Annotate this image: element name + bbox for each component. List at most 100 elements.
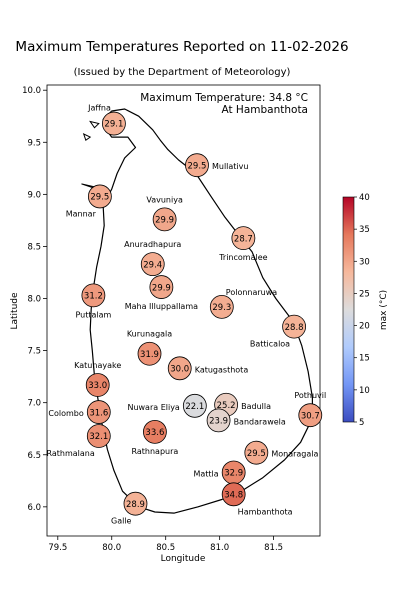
station-name: Hambanthota bbox=[238, 507, 293, 516]
y-tick-label: 7.0 bbox=[27, 399, 41, 409]
station-circle bbox=[85, 373, 110, 397]
colorbar-tick-label: 30 bbox=[359, 257, 370, 267]
station-name: Katugasthota bbox=[195, 365, 249, 374]
station-marker: 29.1 Jaffna bbox=[87, 104, 126, 136]
colorbar-tick-label: 15 bbox=[359, 354, 370, 364]
station-name: Polonnaruwa bbox=[226, 288, 277, 297]
x-tick-label: 79.5 bbox=[48, 543, 67, 553]
station-name: Maha Illuppallama bbox=[125, 302, 198, 311]
station-name: Badulla bbox=[241, 402, 271, 411]
y-tick-label: 8.5 bbox=[27, 242, 41, 252]
station-marker: 29.5 Mannar bbox=[66, 184, 112, 218]
station-circle bbox=[167, 356, 192, 381]
station-marker: 33.0 Katunayake bbox=[74, 361, 121, 397]
station-value: 25.2 bbox=[217, 401, 236, 411]
station-marker: 29.5 Monaragala bbox=[244, 440, 319, 465]
colorbar-tick-label: 5 bbox=[359, 418, 364, 428]
station-marker: 30.7 Pothuvil bbox=[294, 391, 326, 428]
axes-frame bbox=[46, 84, 321, 537]
station-circle bbox=[102, 111, 126, 136]
station-value: 34.8 bbox=[224, 491, 243, 501]
station-marker: 31.2 Puttalam bbox=[75, 283, 112, 319]
station-circle bbox=[143, 419, 167, 444]
station-name: Rathmalana bbox=[46, 449, 94, 458]
x-axis: 79.5 80.0 80.5 81.0 81.5 bbox=[48, 536, 283, 553]
station-value: 32.1 bbox=[89, 432, 108, 442]
station-circle bbox=[206, 408, 231, 433]
station-name: Bandarawela bbox=[234, 417, 286, 426]
colorbar-ticks: 5 10 15 20 25 30 35 40 bbox=[354, 193, 370, 428]
station-name: Katunayake bbox=[74, 361, 121, 370]
station-marker: 30.0 Katugasthota bbox=[167, 356, 249, 381]
station-circle bbox=[244, 440, 269, 465]
station-value: 28.8 bbox=[285, 323, 304, 333]
station-marker: 29.9 Maha Illuppallama bbox=[125, 275, 198, 311]
island-outline bbox=[82, 133, 92, 141]
station-circle bbox=[81, 283, 106, 308]
station-name: Monaragala bbox=[271, 450, 318, 459]
station-value: 32.9 bbox=[224, 469, 243, 479]
station-marker: 23.9 Bandarawela bbox=[206, 408, 286, 433]
station-name: Mannar bbox=[66, 209, 97, 218]
station-value: 28.7 bbox=[234, 234, 253, 244]
station-value: 30.7 bbox=[301, 411, 320, 421]
station-circle bbox=[87, 184, 112, 209]
station-name: Batticaloa bbox=[250, 340, 290, 349]
station-marker: 29.9 Vavuniya bbox=[146, 195, 183, 232]
station-name: Pothuvil bbox=[294, 391, 326, 400]
y-tick-label: 9.5 bbox=[27, 138, 41, 148]
figure-subtitle: (Issued by the Department of Meteorology… bbox=[74, 67, 291, 78]
station-circle bbox=[149, 275, 174, 299]
station-name: Vavuniya bbox=[146, 195, 183, 204]
station-marker: 32.1 Rathmalana bbox=[46, 424, 111, 458]
station-marker: 29.5 Mullativu bbox=[185, 153, 248, 178]
station-name: Mullativu bbox=[212, 162, 248, 171]
y-tick-label: 10.0 bbox=[22, 86, 41, 96]
station-circle bbox=[282, 314, 307, 339]
station-name: Rathnapura bbox=[131, 447, 178, 456]
colorbar-tick-label: 35 bbox=[359, 225, 370, 235]
y-tick-label: 7.5 bbox=[27, 347, 41, 357]
station-value: 33.6 bbox=[145, 428, 164, 438]
station-circle bbox=[123, 491, 148, 516]
station-marker: 33.6 Rathnapura bbox=[131, 419, 178, 456]
station-marker: 22.1 Nuwara Eliya bbox=[127, 393, 207, 418]
station-marker: 34.8 Hambanthota bbox=[221, 482, 293, 516]
station-marker: 31.6 Colombo bbox=[48, 400, 111, 424]
station-circle bbox=[298, 403, 323, 428]
y-tick-label: 6.0 bbox=[27, 503, 41, 513]
station-name: Colombo bbox=[48, 409, 83, 418]
station-value: 29.5 bbox=[188, 161, 207, 171]
y-axis: 6.0 6.5 7.0 7.5 8.0 8.5 9.0 9.5 10.0 bbox=[22, 86, 47, 513]
x-tick-label: 80.0 bbox=[102, 543, 121, 553]
station-name: Mattla bbox=[193, 469, 218, 478]
station-value: 28.9 bbox=[126, 500, 145, 510]
y-axis-label: Latitude bbox=[10, 292, 20, 330]
colorbar-tick-label: 20 bbox=[359, 322, 370, 332]
annotation-line2: At Hambanthota bbox=[221, 104, 308, 116]
station-marker: 28.9 Galle bbox=[111, 491, 148, 526]
station-circle bbox=[185, 153, 209, 178]
station-value: 29.4 bbox=[143, 260, 162, 270]
annotation-line1: Maximum Temperature: 34.8 °C bbox=[140, 92, 308, 104]
station-circle bbox=[140, 252, 165, 277]
station-circle bbox=[209, 294, 234, 319]
station-value: 29.3 bbox=[212, 303, 231, 313]
x-tick-label: 81.5 bbox=[264, 543, 283, 553]
station-value: 31.2 bbox=[84, 292, 103, 302]
station-name: Kurunagala bbox=[127, 330, 172, 339]
station-value: 29.5 bbox=[247, 449, 266, 459]
map-plot-area: 79.5 80.0 80.5 81.0 81.5 6.0 6.5 7.0 7.5 8.0 8.5 9… bbox=[22, 84, 326, 553]
colorbar-tick-label: 10 bbox=[359, 386, 370, 396]
station-marker: 31.9 Kurunagala bbox=[127, 330, 172, 366]
station-markers: 29.1 Jaffna 29.5 Mullativu 29.5 Mannar 29.9 Vav… bbox=[46, 104, 326, 526]
station-marker: 29.3 Polonnaruwa bbox=[209, 288, 277, 319]
station-value: 33.0 bbox=[88, 381, 107, 391]
station-name: Nuwara Eliya bbox=[127, 403, 179, 412]
y-tick-label: 6.5 bbox=[27, 451, 41, 461]
station-value: 31.9 bbox=[140, 350, 159, 360]
colorbar-gradient bbox=[342, 196, 355, 423]
station-name: Anuradhapura bbox=[124, 240, 181, 249]
station-value: 29.9 bbox=[155, 216, 174, 226]
station-name: Trincomalee bbox=[218, 253, 267, 262]
